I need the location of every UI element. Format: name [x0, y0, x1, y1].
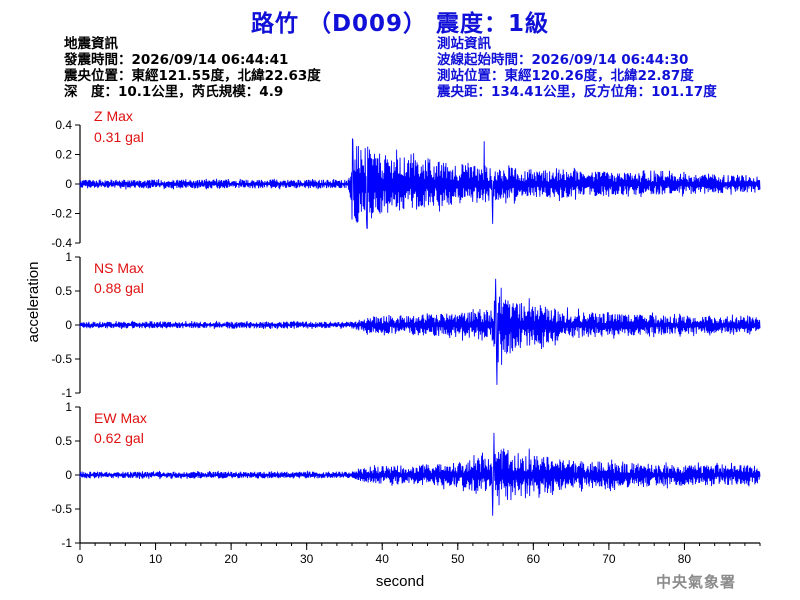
y-tick-label-NS: 0.5 — [55, 284, 72, 298]
y-tick-label-EW: 0 — [65, 468, 72, 482]
waveform-Z — [79, 137, 761, 229]
waveform-NS — [79, 278, 761, 385]
y-tick-label-EW: -1 — [61, 536, 72, 550]
x-tick-label: 80 — [678, 552, 692, 566]
x-tick-label: 10 — [149, 552, 163, 566]
max-value-EW: 0.62 gal — [94, 430, 144, 446]
y-tick-label-Z: 0.4 — [55, 118, 72, 132]
x-tick-label: 0 — [77, 552, 84, 566]
x-tick-label: 20 — [224, 552, 238, 566]
max-value-Z: 0.31 gal — [94, 129, 144, 145]
max-label-Z: Z Max — [94, 108, 133, 124]
x-tick-label: 70 — [602, 552, 616, 566]
y-tick-label-NS: 0 — [65, 318, 72, 332]
y-tick-label-Z: 0.2 — [55, 148, 72, 162]
y-tick-label-Z: -0.4 — [51, 236, 72, 250]
x-tick-label: 60 — [527, 552, 541, 566]
x-axis-title: second — [376, 573, 424, 590]
station-info: 測站資訊 波線起始時間：2026/09/14 06:44:30 測站位置：東經1… — [437, 36, 717, 100]
y-tick-label-EW: 0.5 — [55, 434, 72, 448]
station-location: 測站位置：東經120.26度，北緯22.87度 — [437, 68, 694, 84]
y-tick-label-Z: -0.2 — [51, 207, 72, 221]
y-tick-label-EW: 1 — [65, 400, 72, 414]
y-tick-label-NS: -0.5 — [51, 352, 72, 366]
y-tick-label-NS: -1 — [61, 386, 72, 400]
agency-watermark: 中央氣象署 — [656, 573, 737, 591]
y-tick-label-EW: -0.5 — [51, 502, 72, 516]
x-tick-label: 50 — [451, 552, 465, 566]
y-axis-title: acceleration — [25, 262, 42, 343]
y-tick-label-NS: 1 — [65, 250, 72, 264]
waveform-start-time: 波線起始時間：2026/09/14 06:44:30 — [437, 52, 689, 68]
depth-magnitude: 深 度：10.1公里，芮氏規模：4.9 — [64, 84, 284, 100]
waveform-EW — [79, 432, 761, 516]
station-info-heading: 測站資訊 — [437, 36, 491, 52]
epicenter-location: 震央位置：東經121.55度，北緯22.63度 — [64, 68, 321, 84]
max-value-NS: 0.88 gal — [94, 280, 144, 296]
earthquake-info: 地震資訊 發震時間：2026/09/14 06:44:41 震央位置：東經121… — [64, 36, 321, 100]
epicentral-distance: 震央距：134.41公里，反方位角：101.17度 — [437, 84, 717, 100]
y-tick-label-Z: 0 — [65, 177, 72, 191]
station-title: 路竹 （D009） 震度：1級 — [250, 11, 550, 37]
x-tick-label: 40 — [376, 552, 390, 566]
max-label-NS: NS Max — [94, 260, 144, 276]
x-tick-label: 30 — [300, 552, 314, 566]
earthquake-info-heading: 地震資訊 — [64, 36, 118, 52]
origin-time: 發震時間：2026/09/14 06:44:41 — [64, 52, 289, 68]
max-label-EW: EW Max — [94, 410, 147, 426]
